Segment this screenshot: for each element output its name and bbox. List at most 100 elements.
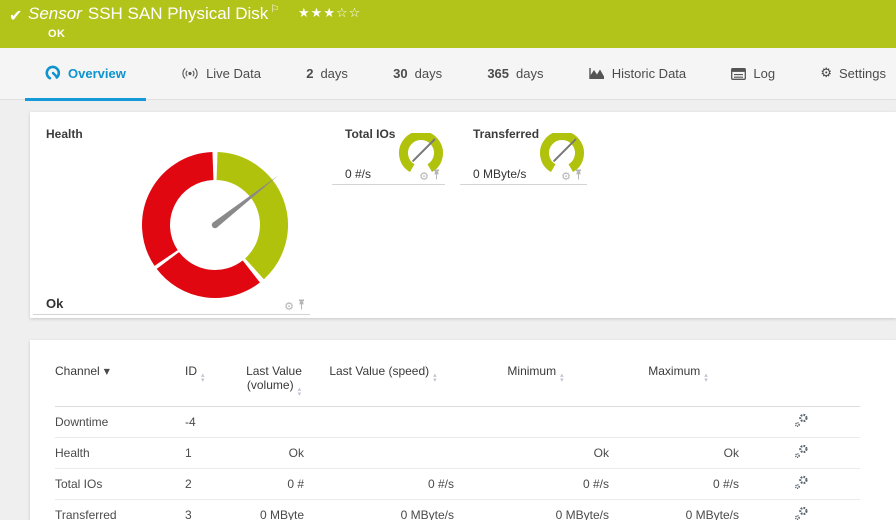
gear-icon: ⚙ [820, 66, 832, 81]
table-row-transferred: Transferred 3 0 MByte 0 MByte/s 0 MByte/… [55, 499, 860, 520]
tab-label: Log [753, 66, 776, 81]
page-title: Sensor SSH SAN Physical Disk ⚐ ★★★☆☆ [28, 4, 361, 24]
cell-last-value-speed [308, 406, 458, 438]
tab-number: 30 [393, 66, 408, 81]
gauges-panel: Health Ok ⚙ Total IOs 0 #/s [30, 112, 896, 318]
column-header-last-value-volume[interactable]: Last Value (volume) ▴ ▾ [240, 358, 308, 407]
cell-last-value-speed [308, 437, 458, 469]
tab-overview[interactable]: Overview [25, 48, 146, 101]
transferred-arc-gauge [540, 133, 584, 173]
sensor-status-header: ✔ Sensor SSH SAN Physical Disk ⚐ ★★★☆☆ OK [0, 0, 896, 48]
title-prefix: Sensor [28, 4, 82, 23]
tab-label: Historic Data [611, 66, 687, 81]
tab-label: Live Data [206, 66, 261, 81]
gauge-needle [553, 138, 577, 162]
cell-id: 1 [185, 437, 240, 469]
gauge-value: Ok [46, 296, 64, 311]
cell-last-value-volume [240, 406, 308, 438]
tab-number: 2 [306, 66, 314, 81]
pin-icon[interactable] [574, 169, 583, 183]
area-chart-icon [589, 67, 605, 80]
column-header-maximum[interactable]: Maximum ▴ ▾ [613, 358, 743, 407]
pin-icon[interactable] [297, 299, 306, 313]
cell-minimum: 0 #/s [458, 468, 613, 500]
channel-settings-gears-icon[interactable] [794, 506, 809, 520]
tab-label: days [516, 66, 544, 81]
cell-channel: Downtime [55, 406, 185, 438]
column-header-last-value-speed[interactable]: Last Value (speed) ▴ ▾ [308, 358, 458, 407]
sort-icon: ▴ ▾ [560, 371, 564, 384]
gauge-settings-gear-icon[interactable]: ⚙ [561, 169, 571, 183]
tab-365-days[interactable]: 365 days [477, 48, 553, 99]
tab-number: 365 [487, 66, 510, 81]
channels-panel: Channel ▼ ID ▴ ▾ Last Value (volume) ▴ ▾ Last… [30, 340, 896, 520]
gauge-settings-gear-icon[interactable]: ⚙ [419, 169, 429, 183]
cell-channel: Total IOs [55, 468, 185, 500]
tab-bar: Overview Live Data 2 days 30 days 365 da… [0, 48, 896, 101]
table-row-health: Health 1 Ok Ok Ok [55, 437, 860, 469]
gauge-needle [412, 138, 436, 162]
tab-live-data[interactable]: Live Data [171, 48, 271, 99]
sort-icon: ▴ ▾ [704, 371, 708, 384]
gauge-value: 0 MByte/s [473, 167, 527, 181]
live-broadcast-icon [181, 67, 199, 80]
tab-log[interactable]: Log [721, 48, 785, 99]
gauge-settings-gear-icon[interactable]: ⚙ [284, 299, 294, 313]
tab-settings[interactable]: ⚙ Settings [810, 48, 896, 99]
cell-maximum: 0 #/s [613, 468, 743, 500]
channel-settings-gears-icon[interactable] [794, 444, 809, 462]
cell-last-value-speed: 0 MByte/s [308, 499, 458, 520]
channel-settings-gears-icon[interactable] [794, 413, 809, 431]
sort-icon: ▴ ▾ [433, 371, 437, 384]
sort-desc-icon: ▼ [103, 367, 110, 376]
health-donut-gauge [142, 152, 288, 298]
total-ios-gauge-tile: Total IOs 0 #/s ⚙ [332, 122, 445, 185]
sensor-name: SSH SAN Physical Disk [87, 4, 269, 23]
flag-icon: ⚐ [270, 4, 280, 16]
gauge-value: 0 #/s [345, 167, 372, 181]
cell-id: 2 [185, 468, 240, 500]
tab-label: Overview [68, 65, 126, 81]
table-header-row: Channel ▼ ID ▴ ▾ Last Value (volume) ▴ ▾ Last… [55, 358, 860, 407]
sort-icon: ▴ ▾ [297, 385, 302, 398]
column-header-minimum[interactable]: Minimum ▴ ▾ [458, 358, 613, 407]
log-list-icon [731, 67, 747, 80]
tab-2-days[interactable]: 2 days [296, 48, 358, 99]
status-badge: OK [48, 28, 66, 40]
table-row-downtime: Downtime -4 [55, 406, 860, 438]
pin-icon[interactable] [432, 169, 441, 183]
cell-channel: Health [55, 437, 185, 469]
column-header-channel[interactable]: Channel ▼ [55, 358, 185, 407]
cell-last-value-volume: 0 # [240, 468, 308, 500]
health-gauge-tile: Health Ok ⚙ [33, 122, 310, 315]
gauge-title: Total IOs [345, 127, 396, 141]
cell-id: 3 [185, 499, 240, 520]
channels-table: Channel ▼ ID ▴ ▾ Last Value (volume) ▴ ▾ Last… [55, 358, 860, 520]
tab-historic-data[interactable]: Historic Data [579, 48, 696, 99]
cell-channel: Transferred [55, 499, 185, 520]
cell-id: -4 [185, 406, 240, 438]
priority-stars[interactable]: ★★★☆☆ [298, 6, 362, 21]
cell-minimum: 0 MByte/s [458, 499, 613, 520]
tab-30-days[interactable]: 30 days [383, 48, 452, 99]
cell-last-value-volume: 0 MByte [240, 499, 308, 520]
channel-settings-gears-icon[interactable] [794, 475, 809, 493]
cell-last-value-volume: Ok [240, 437, 308, 469]
column-header-id[interactable]: ID ▴ ▾ [185, 358, 240, 407]
gauge-title: Health [46, 127, 83, 141]
cell-maximum [613, 406, 743, 438]
column-header-actions [743, 358, 860, 407]
tab-label: days [414, 66, 443, 81]
gauge-needle [213, 175, 278, 228]
sort-icon: ▴ ▾ [201, 371, 205, 384]
cell-last-value-speed: 0 #/s [308, 468, 458, 500]
ok-check-icon: ✔ [9, 6, 23, 25]
cell-minimum [458, 406, 613, 438]
cell-maximum: Ok [613, 437, 743, 469]
total-ios-arc-gauge [399, 133, 443, 173]
gauge-icon [45, 65, 61, 81]
gauge-title: Transferred [473, 127, 540, 141]
cell-minimum: Ok [458, 437, 613, 469]
tab-label: days [320, 66, 348, 81]
table-row-total-ios: Total IOs 2 0 # 0 #/s 0 #/s 0 #/s [55, 468, 860, 500]
